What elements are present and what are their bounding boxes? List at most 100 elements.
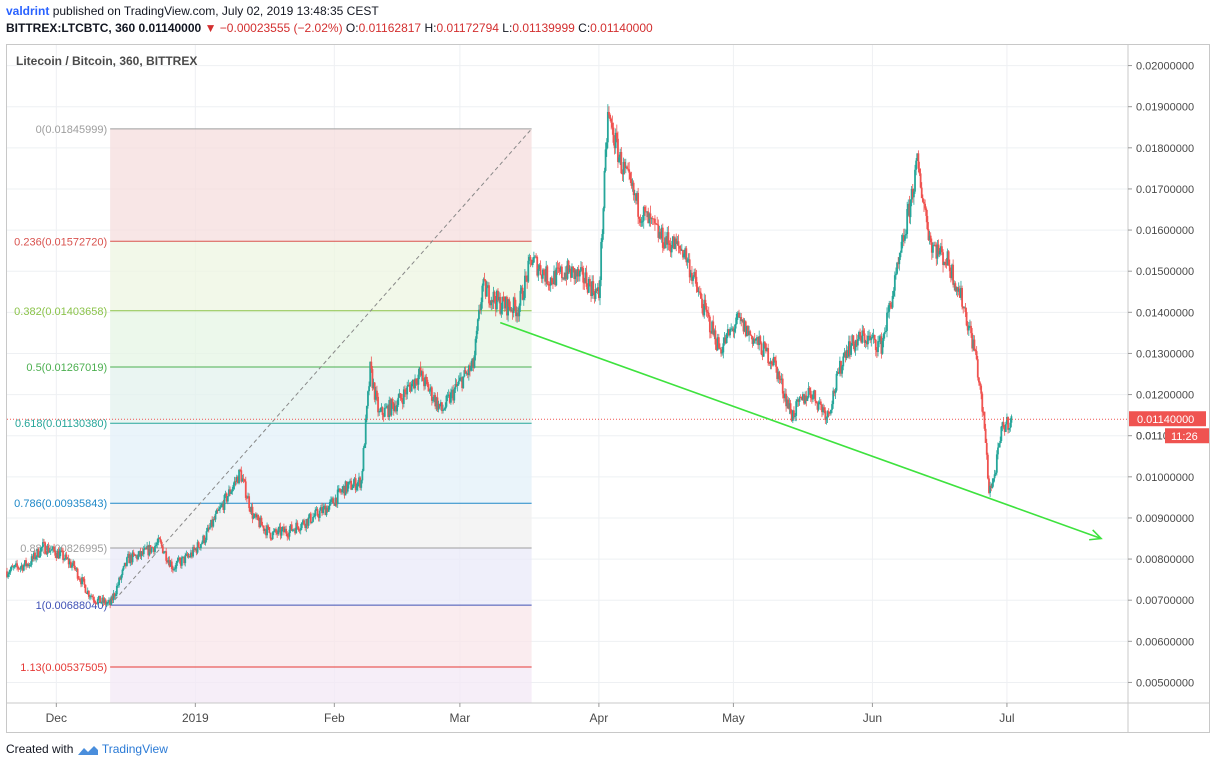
candle-body [314,510,317,517]
candle-body [691,272,693,281]
candle-body [786,399,789,407]
candle-body [492,291,495,303]
candle-body [402,389,405,404]
candle-body [76,568,79,579]
candle-body [53,546,55,552]
candle-body [785,393,787,407]
candle-body [568,268,571,273]
author-name[interactable]: valdrint [6,4,50,18]
candle-body [132,552,135,555]
candle-body [302,520,304,523]
candle-body [348,481,350,485]
price-tick-label: 0.01300000 [1136,348,1194,360]
candle-body [482,279,485,286]
time-tick-label: 2019 [182,711,209,725]
candle-body [345,481,348,492]
candle-body [257,514,260,520]
candle-body [708,316,711,333]
candle-body [799,397,802,398]
tradingview-brand[interactable]: TradingView [101,742,168,756]
candle-body [907,203,910,210]
candle-body [149,545,152,553]
candle-body [763,341,766,344]
candle-body [726,329,729,334]
candle-body [720,349,722,354]
candle-body [223,495,226,510]
candle-body [731,328,734,330]
candle-body [166,560,169,563]
candle-body [506,296,508,316]
candle-body [870,337,873,341]
candle-body [173,568,175,571]
candle-body [893,275,896,291]
candle-body [566,260,569,279]
candle-body [723,337,726,344]
candle-body [953,283,956,285]
candle-body [100,602,103,604]
candle-body [664,237,666,249]
candle-body [665,237,668,245]
candle-body [205,531,208,541]
candle-body [958,288,961,298]
candle-body [837,371,840,374]
candle-body [852,335,855,344]
candle-body [844,352,847,358]
candle-body [121,569,124,576]
candle-body [434,395,437,407]
candle-body [400,398,403,400]
candle-body [585,272,588,287]
candle-body [362,447,365,471]
candle-body [552,282,554,285]
chart-title: Litecoin / Bitcoin, 360, BITTREX [16,54,197,68]
candle-body [630,179,633,186]
candle-body [955,287,958,292]
trendline[interactable] [499,321,1102,540]
candle-body [151,547,154,549]
candle-body [420,371,423,376]
candle-body [827,411,830,413]
candle-body [874,339,877,351]
candle-body [914,169,916,192]
candle-body [929,235,932,243]
candle-body [824,410,827,421]
candle-body [659,231,662,239]
candle-body [831,404,833,410]
candle-body [450,392,452,403]
candle-body [398,393,401,398]
candle-body [714,330,717,345]
candle-body [884,330,887,333]
price-tick-label: 0.01000000 [1136,472,1194,484]
candle-body [541,269,544,279]
candle-body [930,242,933,253]
candle-body [649,213,652,219]
candle-body [621,173,624,175]
candle-body [344,481,347,496]
candle-body [55,555,58,559]
candle-body [1006,417,1008,425]
candle-body [192,547,194,557]
candle-body [396,404,399,412]
candle-body [494,301,497,310]
candle-body [841,366,844,374]
candle-body [456,384,459,387]
candle-body [637,192,640,217]
candle-body [427,384,430,392]
candle-body [651,218,654,220]
candle-body [39,547,42,556]
candle-body [471,358,474,366]
candle-body [762,341,765,357]
candle-body [849,341,851,355]
candle-body [683,253,685,258]
candle-body [562,277,564,279]
candle-body [979,382,981,386]
candle-body [334,497,337,506]
candle-body [614,132,617,149]
candle-body [186,553,189,557]
candle-body [331,498,333,500]
candle-body [804,395,807,404]
candle-body [548,284,551,286]
candle-body [188,556,191,558]
candle-body [300,522,303,529]
candle-body [650,218,653,220]
